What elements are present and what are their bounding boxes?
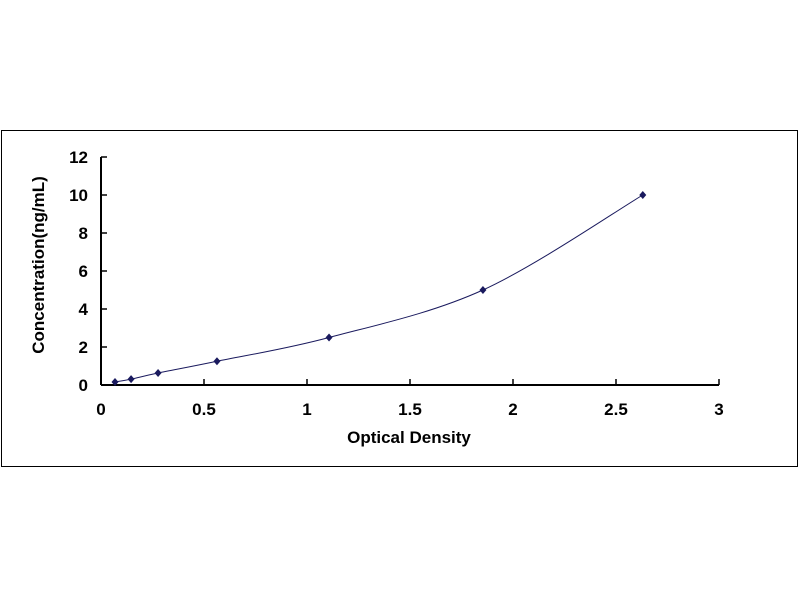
x-tick-label: 2	[508, 400, 517, 419]
data-point	[325, 333, 333, 342]
data-point	[639, 191, 647, 199]
x-tick-label: 1	[302, 400, 311, 419]
chart-frame	[1, 130, 798, 467]
data-point	[111, 377, 119, 386]
y-tick-label: 12	[69, 148, 88, 167]
y-tick-label: 2	[79, 338, 88, 357]
x-tick-label: 2.5	[604, 400, 628, 419]
data-point	[154, 369, 162, 378]
y-tick-label: 0	[79, 376, 88, 395]
data-point	[127, 375, 135, 384]
x-tick-label: 0	[96, 400, 105, 419]
x-tick-label: 0.5	[192, 400, 216, 419]
data-point	[213, 357, 221, 366]
y-axis-label: Concentration(ng/mL)	[29, 176, 48, 354]
y-tick-label: 10	[69, 186, 88, 205]
x-axis-label: Optical Density	[347, 428, 471, 447]
x-tick-label: 3	[714, 400, 723, 419]
y-tick-label: 4	[79, 300, 89, 319]
y-tick-label: 6	[79, 262, 88, 281]
x-tick-label: 1.5	[398, 400, 422, 419]
data-point	[479, 286, 487, 294]
fit-curve	[114, 194, 644, 383]
y-tick-label: 8	[79, 224, 88, 243]
